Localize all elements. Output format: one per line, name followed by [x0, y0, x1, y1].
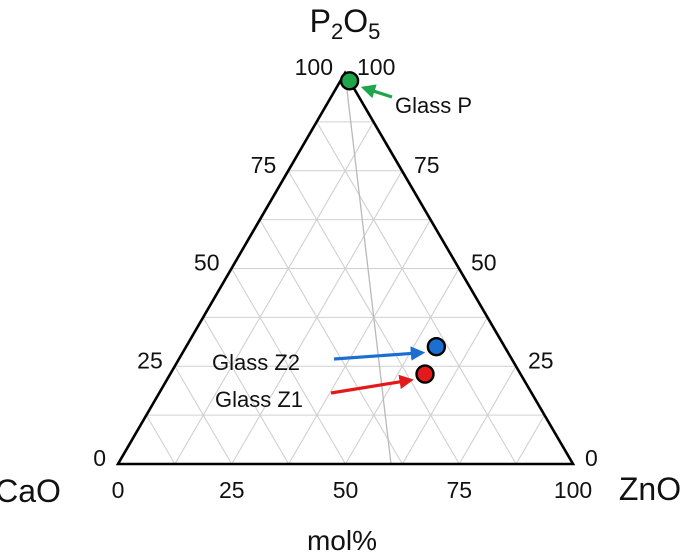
point-label: Glass Z2 — [212, 350, 300, 375]
tick-label-right: 0 — [585, 445, 598, 471]
data-point — [415, 364, 435, 384]
tick-label-bottom: 25 — [219, 477, 245, 503]
grid-line — [345, 268, 460, 465]
point-arrow — [333, 346, 426, 361]
point-labels: Glass P Glass Z2 Glass Z1 — [212, 93, 472, 412]
tick-label-right: 75 — [414, 152, 440, 178]
p2o5-mid: O — [343, 3, 368, 39]
grid-line — [401, 317, 488, 465]
point-arrow — [330, 374, 414, 395]
composition-trend-line — [344, 72, 392, 465]
vertex-label-zno: ZnO — [619, 471, 681, 507]
tick-label-left: 50 — [194, 250, 220, 276]
data-point — [426, 337, 447, 357]
data-point — [339, 71, 360, 91]
grid-line — [288, 219, 431, 465]
grid-line — [202, 317, 290, 465]
point-arrows — [330, 84, 426, 395]
p2o5-sub1: 2 — [331, 19, 343, 44]
unit-label: mol% — [307, 525, 377, 555]
point-arrow — [360, 84, 393, 99]
data-points — [339, 71, 447, 384]
tick-label-bottom: 0 — [112, 477, 125, 503]
grid-line — [458, 365, 517, 465]
grid-line — [259, 219, 403, 465]
point-label: Glass P — [395, 93, 472, 118]
tick-label-bottom: 100 — [554, 477, 592, 503]
p2o5-main: P — [310, 3, 331, 39]
triangle-frame — [115, 70, 576, 466]
point-label: Glass Z1 — [215, 387, 303, 412]
tick-label-bottom: 75 — [446, 477, 472, 503]
grid-line — [145, 414, 176, 465]
tick-label-right: 100 — [357, 54, 395, 80]
p2o5-sub2: 5 — [368, 19, 380, 44]
grid-line — [316, 121, 517, 465]
tick-label-left: 100 — [295, 54, 333, 80]
vertex-label-p2o5: P2O5 — [310, 3, 381, 44]
vertex-label-cao: CaO — [0, 473, 61, 509]
tick-label-right: 25 — [528, 347, 554, 373]
tick-label-left: 0 — [93, 445, 106, 471]
grid-line — [174, 365, 233, 465]
grid-lines — [145, 121, 545, 465]
grid-line — [231, 268, 346, 465]
tick-label-right: 50 — [471, 250, 497, 276]
grid-line — [515, 414, 545, 465]
tick-label-bottom: 50 — [333, 477, 359, 503]
tick-label-left: 75 — [251, 152, 277, 178]
tick-label-left: 25 — [137, 347, 163, 373]
grid-line — [174, 121, 374, 465]
